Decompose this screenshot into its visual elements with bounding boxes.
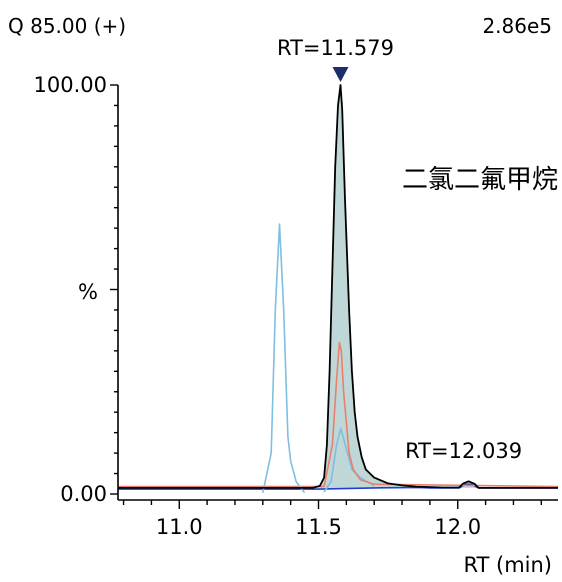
header-right-label: 2.86e5	[482, 14, 552, 38]
peak-label-layer: RT=11.579 RT=12.039	[277, 36, 522, 463]
peak-marker-icon	[332, 67, 349, 82]
compound-name-label: 二氯二氟甲烷	[402, 165, 558, 195]
series-2-line	[262, 223, 306, 494]
series-1-line	[118, 84, 558, 489]
header-left-label: Q 85.00 (+)	[8, 14, 126, 38]
axis-layer: 0.00 100.00 11.0 11.5 12.0	[34, 73, 558, 539]
series-layer	[118, 84, 559, 494]
series-1-fill	[118, 85, 558, 488]
x-axis-title: RT (min)	[463, 553, 552, 577]
peak-label-2: RT=12.039	[405, 439, 522, 463]
y-axis-title: %	[78, 280, 98, 304]
peak-label-1: RT=11.579	[277, 36, 394, 60]
y-tick-label: 100.00	[34, 73, 107, 97]
series-3-line	[118, 341, 559, 488]
x-tick-label: 11.0	[156, 515, 203, 539]
y-tick-label: 0.00	[60, 482, 107, 506]
x-tick-label: 12.0	[434, 515, 481, 539]
x-tick-label: 11.5	[295, 515, 342, 539]
